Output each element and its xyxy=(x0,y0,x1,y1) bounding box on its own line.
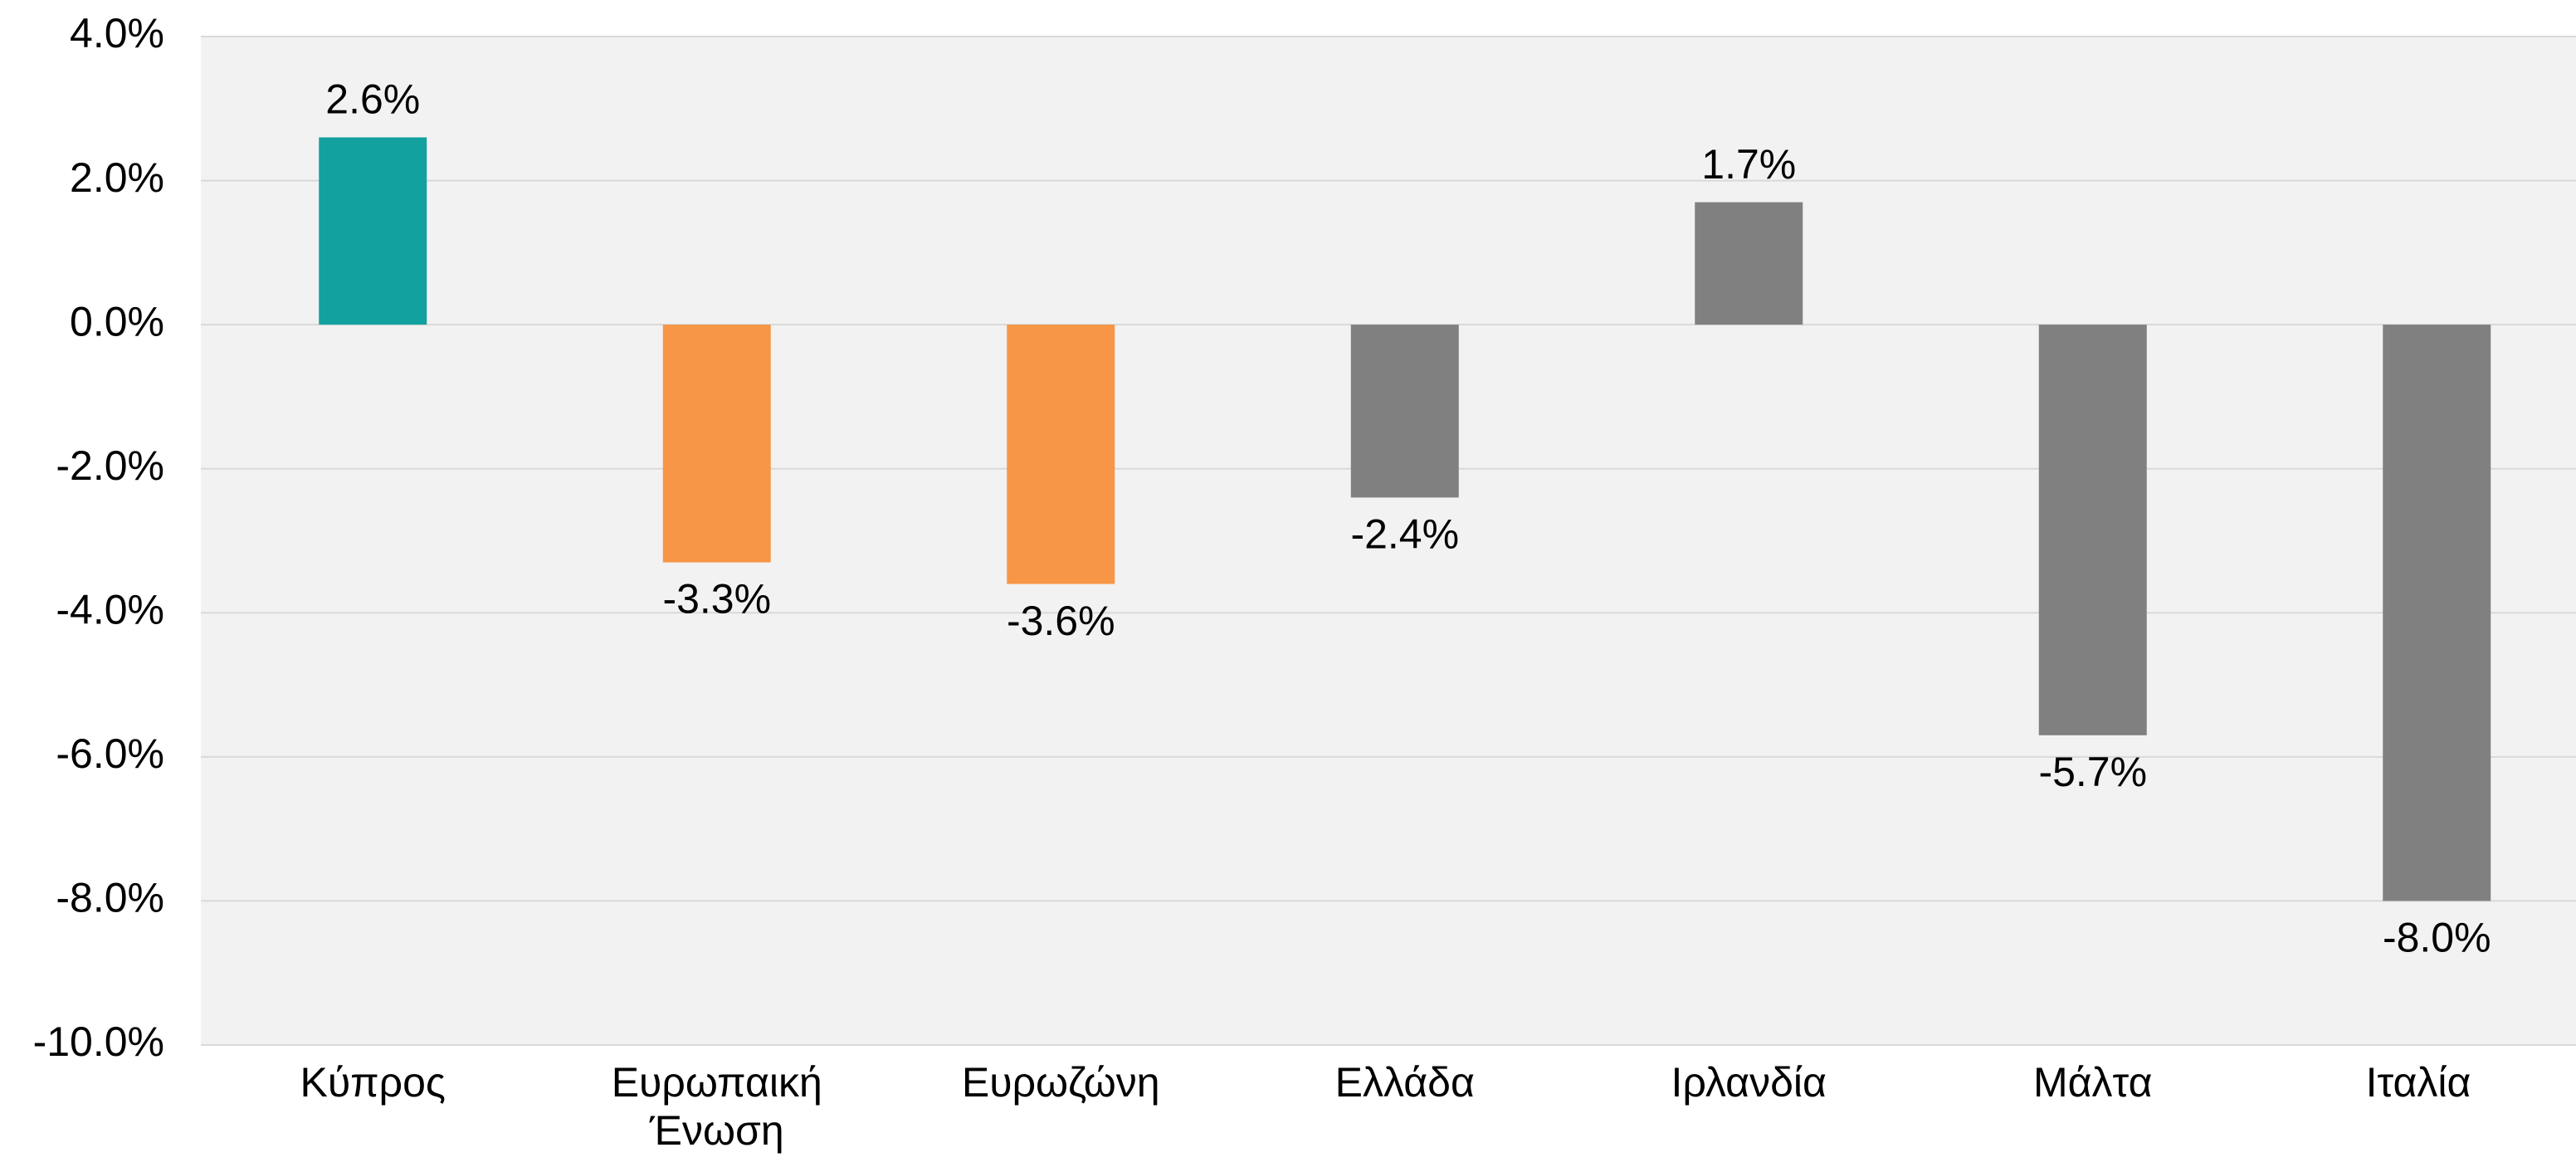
value-label: -3.3% xyxy=(662,576,771,623)
x-tick-label: Ιταλία xyxy=(2365,1059,2471,1106)
bar xyxy=(1350,325,1459,498)
value-label: -3.6% xyxy=(1007,598,1115,644)
x-tick-label: Ευρωπαική Ένωση xyxy=(611,1059,822,1154)
y-tick-label: -4.0% xyxy=(56,586,164,632)
value-label: -2.4% xyxy=(1350,511,1459,558)
bar xyxy=(2038,325,2147,735)
value-label: 2.6% xyxy=(325,76,420,123)
x-tick-label: Ευρωζώνη xyxy=(961,1059,1160,1106)
y-tick-label: 0.0% xyxy=(70,298,164,344)
y-tick-label: -2.0% xyxy=(56,442,164,489)
value-label: -8.0% xyxy=(2383,915,2491,961)
x-tick-label: Ιρλανδία xyxy=(1671,1059,1827,1106)
x-tick-label: Μάλτα xyxy=(2032,1059,2153,1106)
bar xyxy=(319,137,427,325)
y-tick-label: -6.0% xyxy=(56,730,164,777)
y-tick-label: -8.0% xyxy=(56,875,164,921)
x-tick-label: Ελλάδα xyxy=(1334,1059,1475,1106)
bar xyxy=(662,325,771,563)
y-tick-label: -10.0% xyxy=(33,1018,164,1065)
value-label: -5.7% xyxy=(2038,749,2147,795)
bar xyxy=(2383,325,2491,901)
plot-area xyxy=(201,37,2576,1045)
y-tick-label: 4.0% xyxy=(70,10,164,56)
bar xyxy=(1695,202,1803,325)
bar xyxy=(1007,325,1115,584)
y-tick-label: 2.0% xyxy=(70,154,164,201)
x-tick-label: Κύπρος xyxy=(300,1059,446,1106)
value-label: 1.7% xyxy=(1701,141,1796,188)
